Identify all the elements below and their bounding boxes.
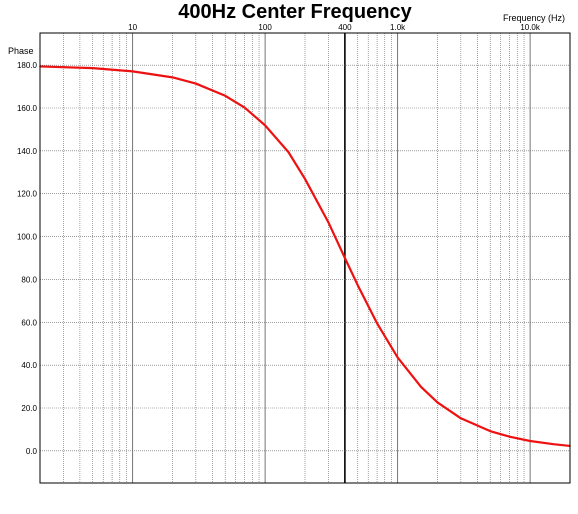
data-point: [552, 443, 555, 446]
data-point: [131, 70, 134, 73]
data-point: [376, 322, 378, 325]
chart-title: 400Hz Center Frequency: [178, 1, 412, 23]
y-tick-label: 0.0: [26, 447, 38, 456]
y-tick-label: 40.0: [21, 361, 37, 370]
data-point: [529, 440, 531, 442]
grid: [39, 33, 571, 483]
y-tick-label: 20.0: [21, 404, 37, 413]
x-tick-label: 400: [338, 23, 352, 32]
y-tick-label: 140.0: [17, 147, 38, 156]
data-point: [327, 221, 330, 224]
y-tick-labels: 0.0 20.0 40.0 60.0 80.0 100.0 120.0 140.0 160.0 1…: [17, 61, 38, 456]
x-tick-label: 10.0k: [520, 23, 541, 32]
y-tick-label: 60.0: [21, 318, 37, 327]
x-tick-label: 100: [258, 23, 272, 32]
data-point: [356, 284, 359, 287]
x-tick-label: 10: [128, 23, 137, 32]
data-point: [396, 356, 399, 359]
x-axis-label: Frequency (Hz): [503, 13, 565, 23]
data-point: [287, 151, 290, 153]
y-tick-label: 180.0: [17, 61, 38, 70]
data-point: [264, 124, 266, 127]
y-tick-label: 80.0: [21, 275, 37, 284]
data-point: [436, 401, 439, 404]
plot-frame: [39, 32, 571, 484]
data-point: [224, 94, 227, 97]
data-point: [195, 82, 197, 85]
data-point: [508, 435, 511, 438]
data-point: [171, 76, 174, 79]
data-point: [420, 385, 422, 388]
y-tick-label: 100.0: [17, 233, 38, 242]
data-point: [460, 417, 462, 420]
y-tick-label: 120.0: [17, 190, 38, 199]
y-tick-label: 160.0: [17, 104, 38, 113]
data-point: [489, 430, 492, 432]
data-point: [344, 257, 346, 259]
y-axis-label: Phase: [8, 46, 34, 56]
data-point: [91, 67, 94, 69]
x-tick-labels: 10 100 400 1.0k 10.0k: [128, 23, 541, 32]
data-point: [304, 178, 306, 180]
data-point: [243, 106, 246, 109]
x-tick-label: 1.0k: [390, 23, 406, 32]
